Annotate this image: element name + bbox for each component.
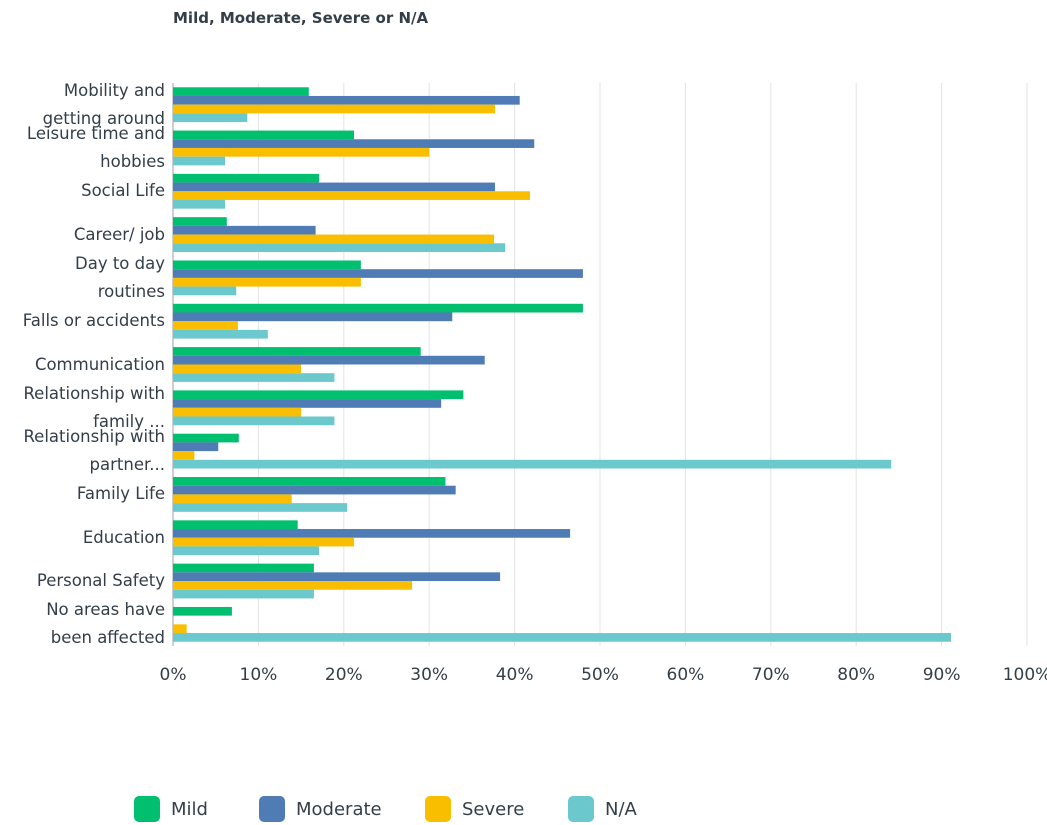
- bar: [173, 390, 464, 400]
- bar: [173, 581, 413, 590]
- category-label: Social Life: [81, 181, 165, 201]
- bar: [173, 217, 227, 226]
- bar: [173, 269, 583, 278]
- x-tick-label: 40%: [496, 665, 534, 685]
- category-label: Education: [82, 527, 165, 547]
- bar: [173, 225, 316, 235]
- bar: [173, 156, 226, 166]
- bar: [173, 520, 298, 530]
- bar: [173, 407, 302, 417]
- category-label: Falls or accidents: [22, 311, 165, 331]
- bar: [173, 537, 355, 547]
- bar: [173, 147, 430, 157]
- category-label: Personal Safety: [36, 571, 165, 591]
- bar: [173, 199, 226, 209]
- legend-swatch: [425, 796, 451, 822]
- bar: [173, 572, 501, 582]
- bar: [173, 347, 421, 356]
- bar: [173, 95, 520, 105]
- legend-swatch: [134, 796, 160, 822]
- bar: [173, 546, 320, 556]
- category-label: Relationship with family ...: [23, 383, 165, 431]
- bar: [173, 494, 292, 504]
- bar: [173, 373, 335, 382]
- legend-label: Severe: [462, 799, 524, 820]
- bar: [173, 416, 335, 426]
- legend-swatch: [568, 796, 594, 822]
- bar: [173, 234, 495, 244]
- legend-label: Moderate: [296, 799, 382, 820]
- x-tick-label: 50%: [581, 665, 619, 685]
- bar: [173, 563, 314, 573]
- x-tick-label: 70%: [752, 665, 790, 685]
- x-tick-label: 100%: [1003, 665, 1047, 685]
- category-label: No areas have been affected: [46, 600, 165, 648]
- legend-label: N/A: [605, 799, 638, 820]
- bar: [173, 87, 309, 96]
- x-tick-label: 80%: [837, 665, 875, 685]
- bar: [173, 303, 583, 313]
- bar: [173, 130, 355, 140]
- bar: [173, 529, 571, 538]
- bar: [173, 329, 268, 339]
- bar: [173, 433, 239, 443]
- bar: [173, 139, 535, 148]
- x-tick-label: 0%: [160, 665, 187, 685]
- bar: [173, 364, 302, 374]
- bar: [173, 113, 248, 123]
- bar: [173, 173, 320, 183]
- bar: [173, 451, 195, 460]
- bar: [173, 503, 348, 512]
- x-tick-label: 10%: [240, 665, 278, 685]
- category-label: Communication: [34, 354, 165, 374]
- bar: [173, 243, 506, 252]
- bar: [173, 459, 892, 469]
- bar: [173, 485, 456, 495]
- bar: [173, 260, 361, 270]
- category-label: Family Life: [76, 484, 165, 504]
- bar: [173, 191, 530, 200]
- bar: [173, 355, 485, 365]
- category-label: Career/ job: [73, 224, 165, 244]
- bar: [173, 606, 232, 616]
- bar: [173, 104, 495, 114]
- category-label: Leisure time and hobbies: [26, 123, 165, 171]
- legend-swatch: [259, 796, 285, 822]
- bar: [173, 442, 219, 452]
- bar: [173, 182, 495, 192]
- x-tick-label: 90%: [923, 665, 961, 685]
- bar: [173, 624, 187, 634]
- category-label: Relationship with partner...: [23, 427, 165, 475]
- bar: [173, 477, 446, 486]
- chart-title: Mild, Moderate, Severe or N/A: [173, 9, 429, 27]
- category-label: Day to day routines: [75, 253, 165, 301]
- bar: [173, 399, 442, 408]
- legend-label: Mild: [171, 799, 208, 820]
- bar: [173, 277, 361, 287]
- bar: [173, 312, 453, 322]
- bar: [173, 589, 314, 599]
- x-tick-label: 60%: [667, 665, 705, 685]
- bar: [173, 286, 237, 296]
- x-tick-label: 30%: [410, 665, 448, 685]
- x-tick-label: 20%: [325, 665, 363, 685]
- category-label: Mobility and getting around: [42, 80, 165, 128]
- bar: [173, 633, 951, 642]
- bar: [173, 321, 238, 330]
